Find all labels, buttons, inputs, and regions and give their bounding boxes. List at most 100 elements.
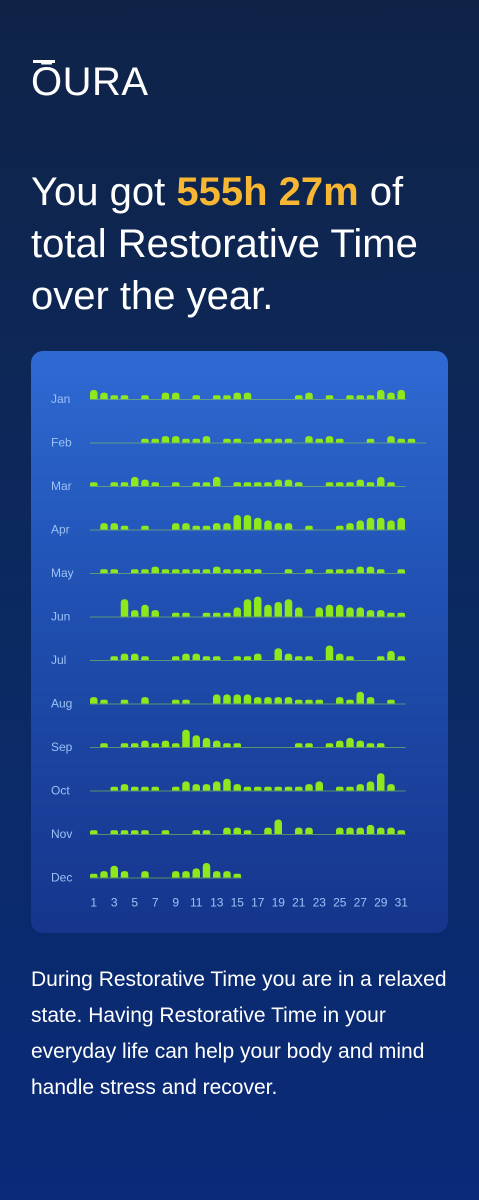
day-bar — [346, 523, 354, 530]
day-bar — [131, 569, 139, 573]
day-bar — [161, 392, 170, 399]
day-bar — [397, 830, 405, 834]
day-bar — [213, 566, 221, 573]
day-bar — [182, 438, 190, 443]
day-bar — [274, 438, 282, 443]
day-bar — [182, 699, 190, 704]
month-row-jul: Jul — [51, 645, 406, 667]
day-bar — [387, 827, 395, 834]
day-bar — [110, 395, 118, 399]
day-bar — [243, 656, 252, 660]
day-bar — [100, 743, 108, 747]
day-bar — [202, 737, 211, 747]
day-bar — [254, 596, 262, 617]
day-bar — [141, 525, 149, 530]
month-row-jan: Jan — [51, 389, 406, 406]
day-bar — [192, 830, 200, 834]
day-bar — [243, 694, 252, 704]
day-bar — [346, 395, 354, 399]
day-bar — [233, 569, 241, 573]
day-bar — [284, 479, 293, 486]
day-bar — [182, 612, 190, 617]
day-bar — [274, 523, 282, 530]
month-label: Nov — [51, 827, 72, 841]
month-label: May — [51, 566, 74, 580]
day-bar — [243, 392, 252, 399]
day-bar — [192, 525, 200, 530]
day-bar — [243, 599, 252, 617]
day-bar — [131, 610, 139, 617]
day-bar — [274, 648, 282, 660]
logo-macron — [33, 60, 55, 63]
headline-prefix: You got — [31, 170, 177, 214]
day-bar — [264, 520, 272, 530]
day-bar — [336, 482, 344, 486]
day-bar — [141, 569, 149, 573]
day-bar — [120, 395, 129, 399]
day-bar — [377, 773, 385, 791]
day-bar — [356, 566, 364, 573]
day-bar — [356, 607, 364, 617]
day-bar — [397, 569, 405, 573]
day-bar — [407, 438, 416, 443]
day-bar — [141, 697, 149, 704]
month-label: Aug — [51, 697, 72, 711]
month-row-feb: Feb — [51, 436, 427, 450]
day-bar — [100, 569, 108, 573]
day-bar — [223, 523, 231, 530]
day-bar — [233, 784, 241, 791]
day-bar — [141, 479, 149, 486]
day-bar — [325, 569, 334, 573]
day-bar — [192, 482, 200, 486]
x-tick-label: 31 — [395, 896, 409, 910]
day-bar — [161, 569, 170, 573]
day-bar — [90, 482, 98, 486]
day-bar — [223, 694, 231, 704]
day-bar — [387, 392, 395, 399]
day-bar — [100, 392, 108, 399]
day-bar — [254, 653, 262, 660]
day-bar — [213, 694, 221, 704]
day-bar — [346, 607, 354, 617]
day-bar — [346, 482, 354, 486]
day-bar — [397, 389, 405, 399]
day-bar — [305, 569, 313, 573]
day-bar — [284, 523, 293, 530]
day-bar — [141, 604, 149, 617]
day-bar — [131, 653, 139, 660]
month-row-oct: Oct — [51, 773, 406, 798]
day-bar — [233, 607, 241, 617]
month-label: Jan — [51, 392, 70, 406]
day-bar — [110, 482, 118, 486]
day-bar — [377, 517, 385, 530]
day-bar — [120, 784, 129, 791]
day-bar — [254, 569, 262, 573]
day-bar — [264, 786, 272, 791]
day-bar — [243, 786, 252, 791]
day-bar — [254, 438, 262, 443]
day-bar — [295, 607, 303, 617]
day-bar — [192, 395, 200, 399]
day-bar — [356, 740, 364, 747]
day-bar — [336, 653, 344, 660]
day-bar — [120, 743, 129, 747]
day-bar — [151, 438, 159, 443]
day-bar — [274, 479, 282, 486]
day-bar — [202, 784, 211, 791]
day-bar — [192, 569, 200, 573]
day-bar — [110, 830, 118, 834]
x-tick-label: 25 — [333, 896, 347, 910]
day-bar — [172, 699, 180, 704]
day-bar — [346, 656, 354, 660]
day-bar — [223, 612, 231, 617]
day-bar — [366, 743, 375, 747]
day-bar — [284, 438, 293, 443]
day-bar — [233, 827, 241, 834]
month-label: Jun — [51, 610, 70, 624]
day-bar — [315, 699, 323, 704]
day-bar — [223, 871, 231, 878]
x-tick-label: 3 — [111, 896, 118, 910]
day-bar — [233, 482, 241, 486]
day-bar — [305, 743, 313, 747]
day-bar — [377, 389, 385, 399]
